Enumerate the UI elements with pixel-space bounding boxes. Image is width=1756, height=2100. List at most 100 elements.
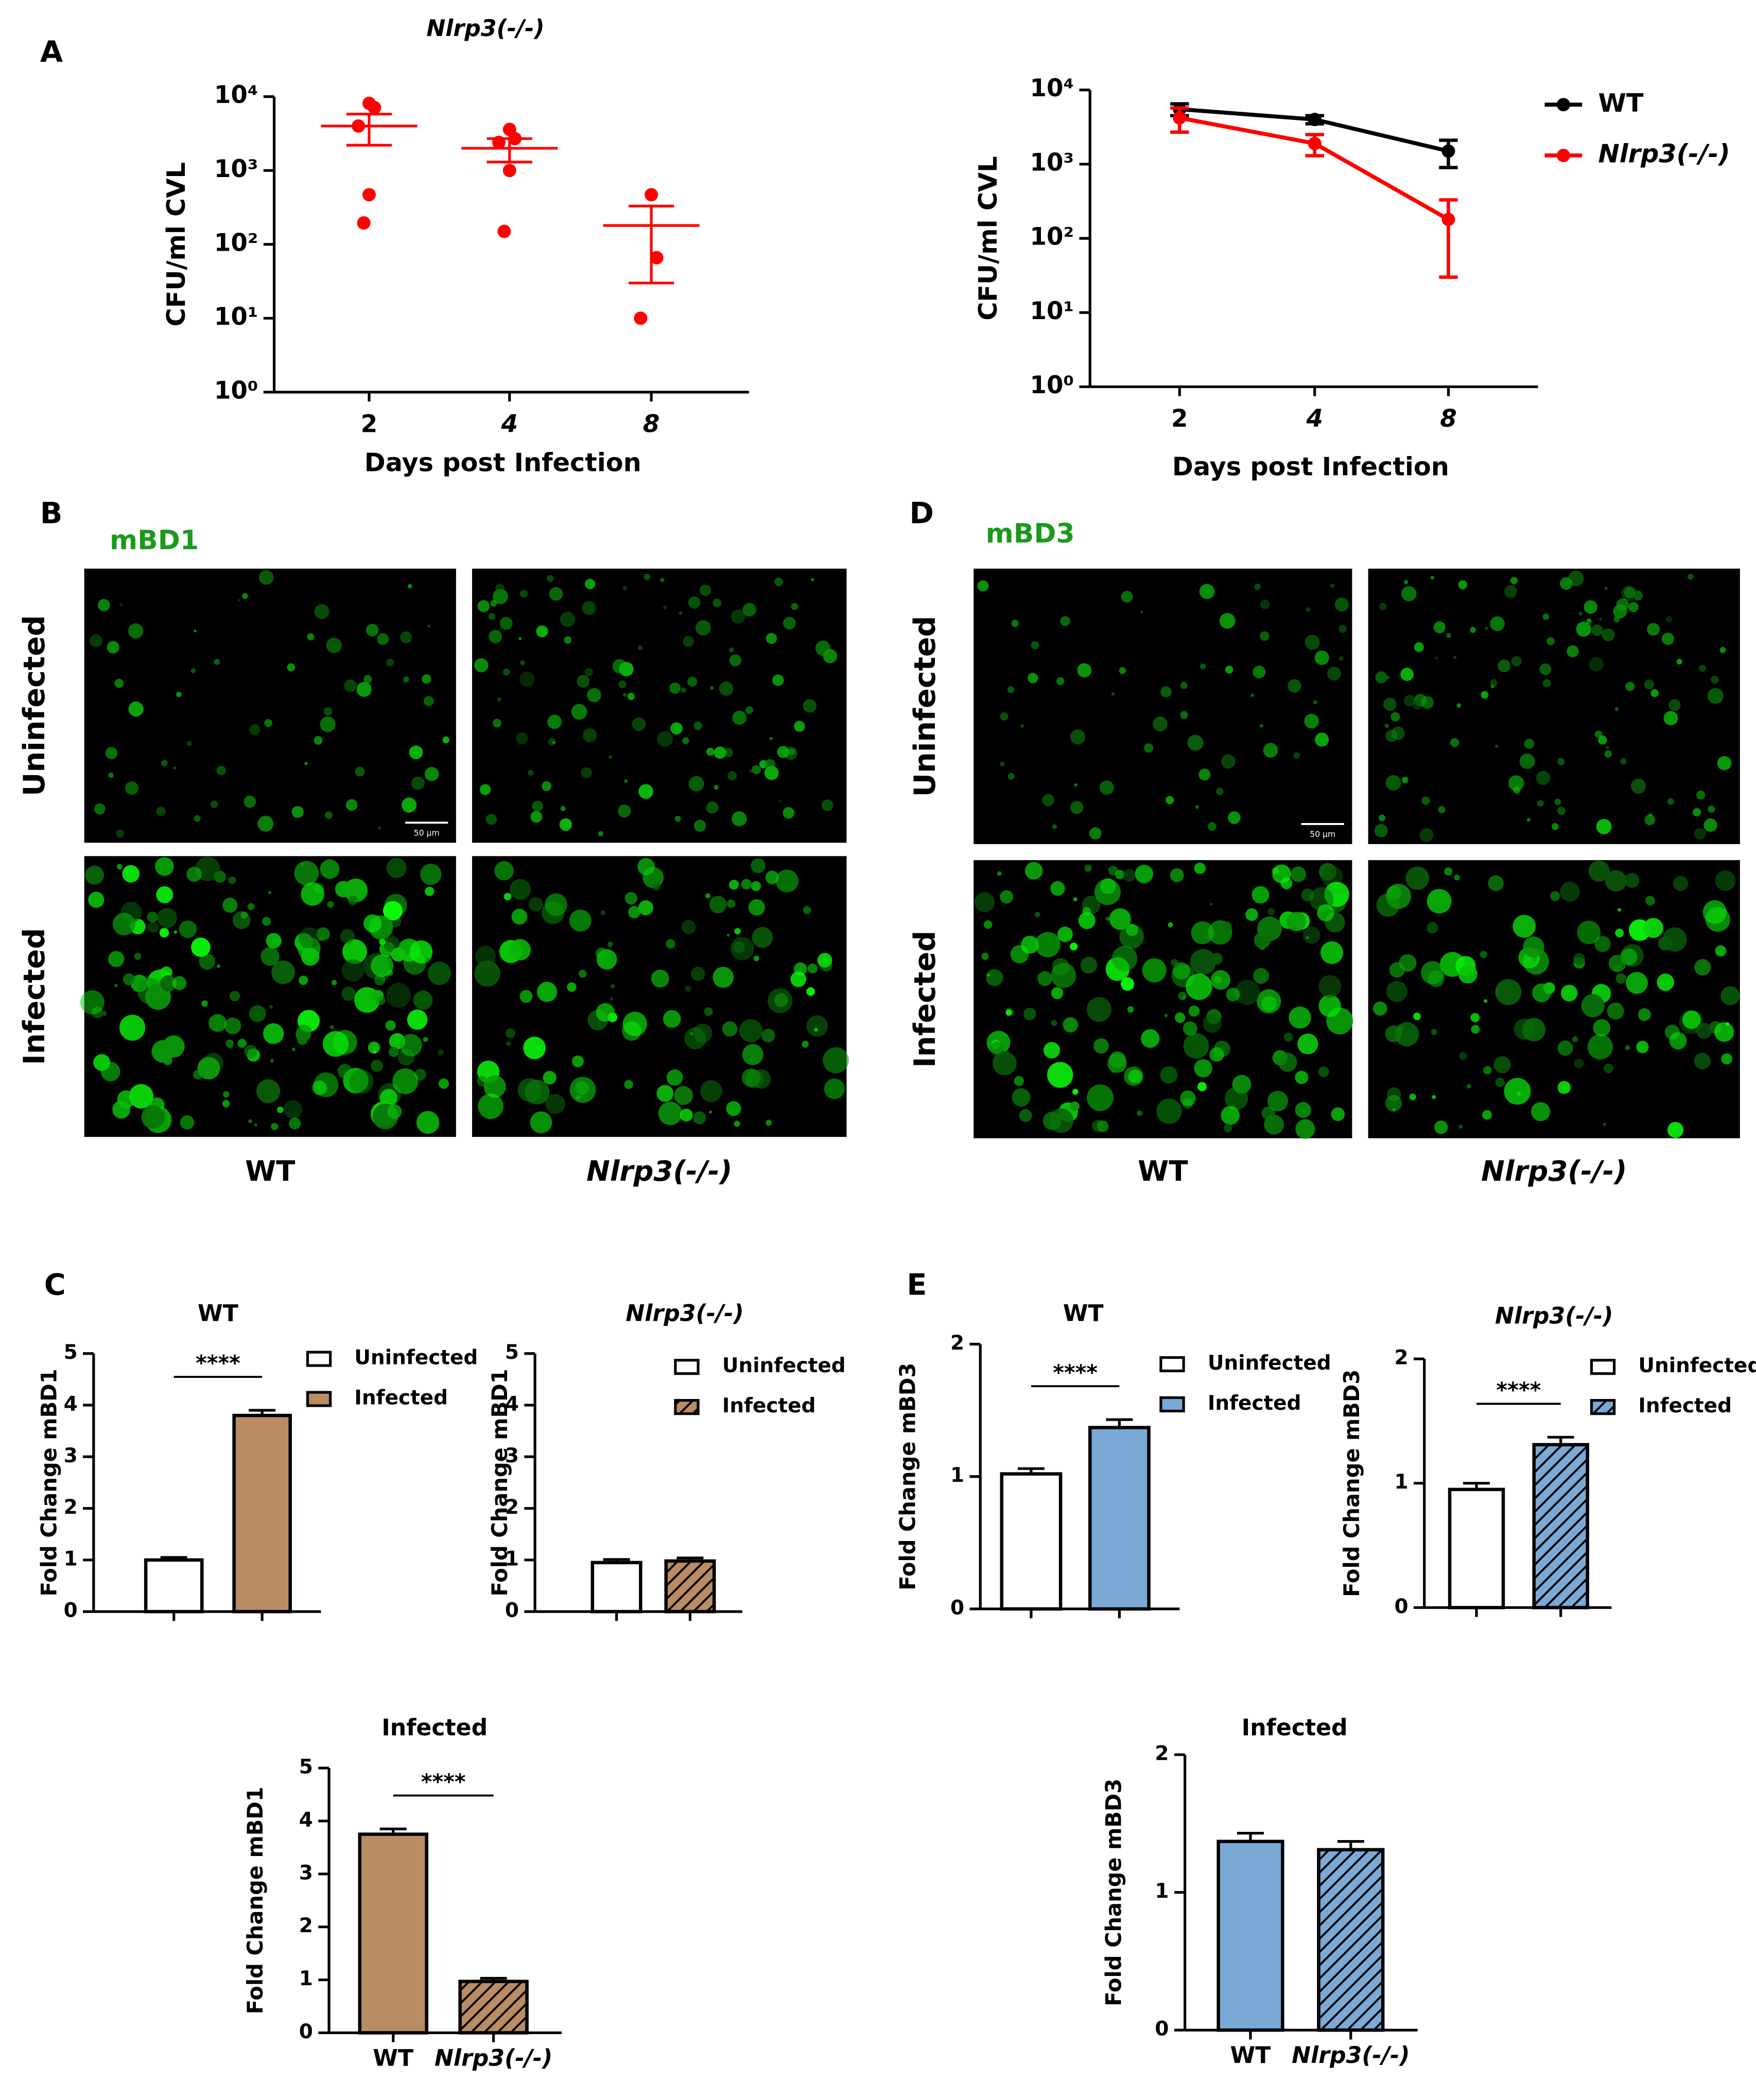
cell bbox=[1267, 1091, 1289, 1112]
row-label: Infected bbox=[18, 928, 51, 1065]
micrograph bbox=[973, 860, 1353, 1139]
cell bbox=[1626, 972, 1648, 994]
cell bbox=[1576, 621, 1591, 637]
cell bbox=[714, 784, 719, 790]
cell bbox=[363, 675, 372, 684]
cell bbox=[983, 920, 993, 929]
cell bbox=[1536, 771, 1551, 785]
micrograph bbox=[1368, 568, 1740, 844]
cell bbox=[1667, 798, 1674, 805]
cell bbox=[503, 892, 512, 901]
cell bbox=[217, 964, 220, 968]
cell bbox=[374, 974, 386, 986]
cell bbox=[1089, 827, 1102, 839]
cell bbox=[986, 969, 1003, 987]
cell bbox=[497, 697, 501, 702]
cell bbox=[1401, 776, 1409, 783]
cell bbox=[332, 979, 337, 986]
cell bbox=[1714, 1022, 1734, 1042]
cell bbox=[1197, 1082, 1207, 1092]
cell bbox=[1378, 814, 1386, 821]
cell bbox=[803, 906, 811, 915]
cell bbox=[377, 826, 381, 830]
cell bbox=[1673, 876, 1689, 891]
cell bbox=[706, 801, 719, 814]
cell bbox=[493, 589, 508, 604]
y-tick-label: 1 bbox=[1394, 1471, 1408, 1494]
cell bbox=[1494, 744, 1499, 748]
cell bbox=[564, 636, 572, 644]
cell bbox=[1481, 691, 1489, 699]
cell bbox=[1694, 828, 1706, 840]
cell bbox=[1187, 734, 1204, 751]
cell bbox=[547, 575, 554, 582]
cell bbox=[693, 819, 706, 832]
cell bbox=[1318, 994, 1341, 1017]
micrograph-bg bbox=[472, 568, 847, 843]
cell bbox=[1108, 866, 1118, 876]
cell bbox=[1466, 1084, 1471, 1089]
cell bbox=[173, 766, 176, 769]
data-point bbox=[645, 188, 658, 202]
x-tick-label: WT bbox=[373, 2045, 413, 2071]
cell bbox=[1431, 1028, 1437, 1035]
cell bbox=[474, 960, 500, 987]
cell bbox=[1699, 664, 1706, 672]
cell bbox=[1174, 1012, 1186, 1023]
cell bbox=[1435, 656, 1438, 660]
cell bbox=[172, 976, 187, 990]
legend-swatch bbox=[306, 1391, 332, 1407]
cell bbox=[748, 899, 765, 916]
cell bbox=[1587, 1034, 1613, 1060]
cell bbox=[569, 909, 592, 932]
cell bbox=[420, 864, 442, 885]
cell bbox=[1552, 823, 1559, 830]
cell bbox=[1386, 981, 1407, 1002]
cell bbox=[1434, 1120, 1448, 1134]
cell bbox=[993, 1051, 1017, 1075]
cell bbox=[323, 707, 333, 716]
cell bbox=[442, 736, 449, 744]
cell bbox=[1194, 1059, 1212, 1078]
cell bbox=[1647, 623, 1660, 636]
cell bbox=[85, 865, 105, 885]
cell bbox=[112, 913, 135, 936]
cell bbox=[371, 1059, 383, 1072]
cell bbox=[1007, 773, 1015, 780]
cell bbox=[1111, 692, 1115, 696]
cell bbox=[1251, 886, 1270, 904]
cell bbox=[679, 611, 683, 615]
chart-title: Nlrp3(-/-) bbox=[1495, 1303, 1613, 1329]
cell bbox=[1440, 952, 1465, 977]
cell bbox=[240, 912, 248, 919]
legend-swatch bbox=[1590, 1399, 1616, 1415]
cell bbox=[1594, 936, 1611, 952]
y-axis-label: Fold Change mBD3 bbox=[1101, 1779, 1126, 2006]
cell bbox=[674, 815, 681, 822]
cell bbox=[1591, 624, 1603, 636]
cell bbox=[108, 772, 114, 778]
cell bbox=[682, 737, 689, 744]
cell bbox=[690, 967, 705, 981]
cell bbox=[1512, 915, 1536, 938]
cell bbox=[222, 898, 238, 913]
cell bbox=[1395, 1022, 1419, 1046]
cell bbox=[1135, 865, 1154, 883]
micrograph bbox=[80, 856, 456, 1137]
cell bbox=[1620, 758, 1627, 765]
legend-label: WT bbox=[1598, 88, 1643, 118]
cell bbox=[700, 584, 711, 596]
cell bbox=[1550, 891, 1560, 901]
cell bbox=[577, 675, 590, 688]
cell bbox=[483, 1075, 506, 1098]
cell bbox=[1160, 686, 1172, 697]
cell bbox=[1007, 686, 1015, 693]
cell bbox=[624, 779, 628, 783]
cell bbox=[1093, 1038, 1109, 1054]
cell bbox=[438, 1078, 449, 1089]
y-tick-label: 4 bbox=[505, 1392, 519, 1415]
panel-letter: A bbox=[40, 35, 63, 69]
cell bbox=[519, 990, 533, 1003]
cell bbox=[1560, 882, 1580, 902]
cell bbox=[596, 1003, 615, 1022]
